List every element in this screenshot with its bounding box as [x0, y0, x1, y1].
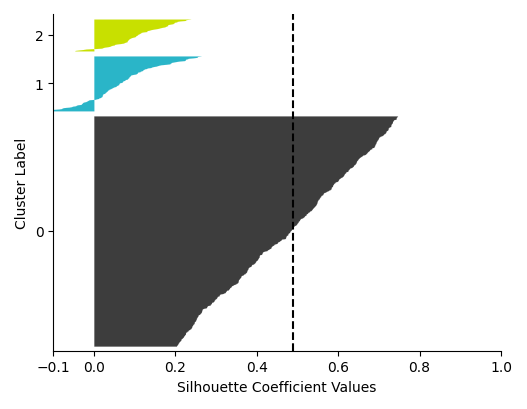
- X-axis label: Silhouette Coefficient Values: Silhouette Coefficient Values: [178, 380, 377, 394]
- Y-axis label: Cluster Label: Cluster Label: [15, 137, 29, 229]
